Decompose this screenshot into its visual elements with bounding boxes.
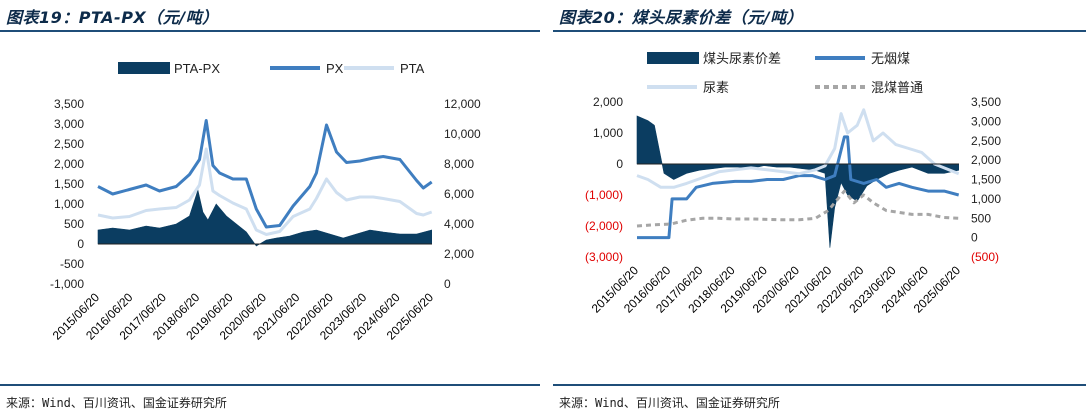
y-right-tick-label: 500 bbox=[971, 211, 991, 225]
legend-label: PTA-PX bbox=[174, 61, 220, 76]
chart-panel-pta-px: 图表19：PTA-PX（元/吨） -1,000 -500 0 500 1,000 1,50… bbox=[0, 0, 540, 415]
source-note: 来源：Wind、百川资讯、国金证券研究所 bbox=[559, 396, 780, 410]
y-right-tick-label: 1,500 bbox=[971, 173, 1001, 187]
y-left-tick-label: 500 bbox=[64, 217, 84, 231]
series-area-0 bbox=[97, 188, 432, 247]
series-line-2 bbox=[636, 108, 960, 189]
y-right-tick-label: 2,000 bbox=[971, 153, 1001, 167]
series-area-0 bbox=[636, 115, 959, 248]
legend-label: 煤头尿素价差 bbox=[703, 51, 781, 66]
y-left-tick-label: 2,000 bbox=[593, 95, 623, 109]
y-right-tick-label: 1,000 bbox=[971, 192, 1001, 206]
y-left-tick-label: -1,000 bbox=[50, 277, 84, 291]
y-right-tick-label: 0 bbox=[971, 231, 978, 245]
title-rule bbox=[0, 30, 540, 32]
figure-title: 图表20：煤头尿素价差（元/吨） bbox=[559, 8, 804, 27]
y-left-tick-label: 2,500 bbox=[54, 137, 84, 151]
y-left-tick-label: 2,000 bbox=[54, 157, 84, 171]
chart-panel-urea-spread: 图表20：煤头尿素价差（元/吨） (3,000) (2,000) (1,000) 0 1… bbox=[553, 0, 1086, 415]
y-left-tick-label: 1,500 bbox=[54, 177, 84, 191]
y-left-tick-label: 1,000 bbox=[54, 197, 84, 211]
y-right-tick-label: 2,000 bbox=[444, 247, 474, 261]
y-right-tick-label: 4,000 bbox=[444, 217, 474, 231]
y-right-tick-label: 8,000 bbox=[444, 157, 474, 171]
y-right-tick-label: 2,500 bbox=[971, 134, 1001, 148]
y-left-tick-label: (3,000) bbox=[585, 250, 623, 264]
y-right-tick-label: 3,500 bbox=[971, 95, 1001, 109]
y-left-tick-label: 3,500 bbox=[54, 97, 84, 111]
legend-label: 无烟煤 bbox=[871, 51, 910, 66]
legend-label: PX bbox=[326, 61, 344, 76]
y-right-tick-label: (500) bbox=[971, 250, 999, 264]
y-right-tick-label: 3,000 bbox=[971, 114, 1001, 128]
y-right-tick-label: 10,000 bbox=[444, 127, 481, 141]
y-right-tick-label: 0 bbox=[444, 277, 451, 291]
y-left-tick-label: (1,000) bbox=[585, 188, 623, 202]
source-note: 来源：Wind、百川资讯、国金证券研究所 bbox=[6, 396, 227, 410]
legend-swatch bbox=[647, 52, 699, 64]
series-line-3 bbox=[636, 189, 959, 228]
legend-label: 尿素 bbox=[703, 80, 729, 95]
urea-spread-chart: (3,000) (2,000) (1,000) 0 1,000 2,000 (500) 0 50… bbox=[585, 51, 1001, 316]
y-right-tick-label: 12,000 bbox=[444, 97, 481, 111]
legend-label: 混煤普通 bbox=[871, 80, 923, 95]
series-line-1 bbox=[97, 119, 433, 229]
y-left-tick-label: 0 bbox=[77, 237, 84, 251]
legend-swatch bbox=[118, 62, 170, 74]
y-left-tick-label: -500 bbox=[60, 257, 84, 271]
source-rule bbox=[553, 384, 1086, 386]
figure-title: 图表19：PTA-PX（元/吨） bbox=[6, 8, 219, 27]
y-left-tick-label: 3,000 bbox=[54, 117, 84, 131]
y-right-tick-label: 6,000 bbox=[444, 187, 474, 201]
source-rule bbox=[0, 384, 540, 386]
series-line-1 bbox=[637, 135, 960, 240]
y-left-tick-label: (2,000) bbox=[585, 219, 623, 233]
legend-label: PTA bbox=[400, 61, 425, 76]
series-line-2 bbox=[97, 147, 433, 236]
y-left-tick-label: 0 bbox=[616, 157, 623, 171]
pta-px-chart: -1,000 -500 0 500 1,000 1,500 2,000 2,500 3,000 3… bbox=[50, 61, 481, 343]
title-rule bbox=[553, 30, 1086, 32]
y-left-tick-label: 1,000 bbox=[593, 126, 623, 140]
